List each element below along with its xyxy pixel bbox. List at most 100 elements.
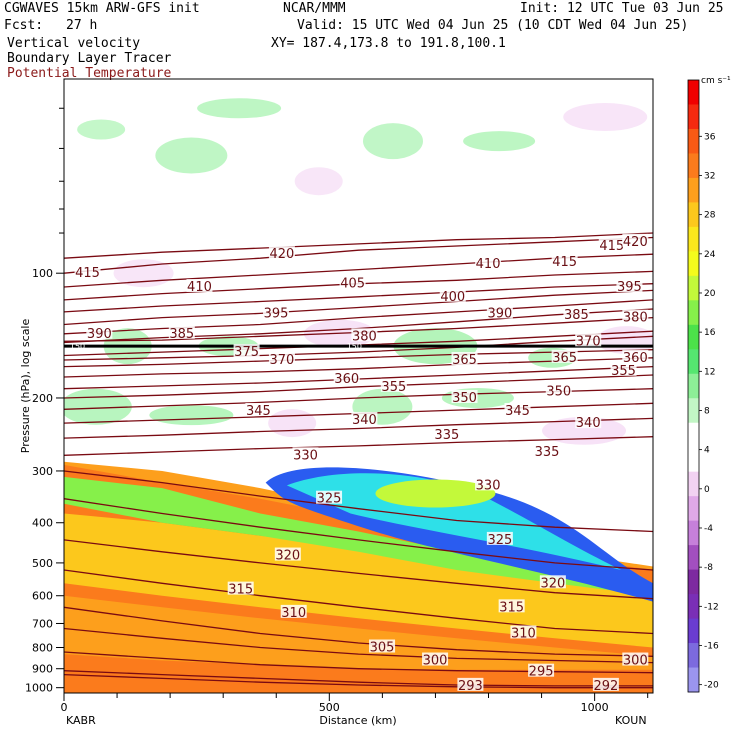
endpoint-right: KOUN [615, 714, 647, 727]
colorbar-swatch [688, 471, 699, 497]
theta-label: 375 [234, 345, 259, 360]
theta-label-bg [369, 639, 396, 653]
theta-label-bg [74, 265, 101, 279]
y-tick-label: 600 [32, 590, 53, 603]
colorbar-tick-label: 16 [704, 328, 716, 338]
theta-label: 320 [275, 549, 300, 564]
tracer-fill-low [64, 654, 653, 693]
y-tick-label: 900 [32, 663, 53, 676]
endpoint-left: KABR [66, 714, 96, 727]
y-tick-label: 1000 [25, 682, 53, 695]
theta-label: 315 [499, 600, 524, 615]
theta-label: 415 [552, 255, 577, 270]
field-vertical-velocity: Vertical velocity [7, 36, 141, 51]
theta-label-bg [475, 255, 502, 269]
theta-contour-395 [64, 289, 653, 326]
theta-label-bg [233, 344, 260, 358]
colorbar-tick-label: -12 [704, 602, 719, 612]
colorbar-swatch [688, 300, 699, 326]
theta-label-bg [598, 238, 625, 252]
theta-contour-325 [64, 470, 653, 533]
theta-label: 295 [529, 665, 554, 680]
theta-label-bg [268, 246, 295, 260]
theta-label: 380 [623, 311, 648, 326]
colorbar-tick-label: 36 [704, 132, 716, 142]
x-tick-label: 0 [61, 701, 68, 714]
theta-label: 330 [293, 448, 318, 463]
theta-label: 385 [564, 308, 589, 323]
field-boundary-layer-tracer: Boundary Layer Tracer [7, 51, 172, 66]
theta-label-bg [533, 443, 560, 457]
y-tick-label: 100 [32, 267, 53, 280]
theta-label: 410 [187, 280, 212, 295]
theta-label-bg [475, 477, 502, 491]
colorbar-swatch [688, 520, 699, 546]
theta-label-bg [333, 371, 360, 385]
downdraft-cell [268, 409, 317, 438]
source-label: NCAR/MMM [283, 1, 346, 16]
colorbar-swatch [688, 153, 699, 179]
theta-label: 330 [476, 478, 501, 493]
colorbar-tick-label: 0 [704, 485, 710, 495]
colorbar-tick-label: 20 [704, 289, 716, 299]
theta-contour-315 [64, 539, 653, 600]
colorbar-swatch [688, 177, 699, 203]
y-tick-label: 400 [32, 517, 53, 530]
theta-contour-305 [64, 606, 653, 657]
downdraft-cell [563, 103, 648, 132]
theta-label: 390 [87, 327, 112, 342]
init-time: Init: 12 UTC Tue 03 Jun 25 [520, 1, 724, 16]
theta-label: 350 [452, 391, 477, 406]
theta-contour-370 [64, 335, 653, 361]
colorbar-frame [687, 79, 700, 693]
colorbar-swatch [688, 545, 699, 571]
theta-label-bg [168, 325, 195, 339]
y-tick-label: 300 [32, 465, 53, 478]
theta-label: 310 [511, 626, 536, 641]
y-tick-label: 500 [32, 557, 53, 570]
theta-label: 340 [352, 413, 377, 428]
theta-contour-400 [64, 283, 653, 313]
colorbar: cm s⁻¹ 36 32 28 24 20 16 12 8 4 0 -4 -8 -12 -16 -20 [687, 76, 731, 693]
forecast-label: Fcst: [4, 18, 44, 33]
colorbar-tick-label: -4 [704, 524, 713, 534]
colorbar-swatch [688, 275, 699, 301]
theta-label-bg [439, 288, 466, 302]
theta-label: 365 [552, 351, 577, 366]
theta-label: 420 [270, 247, 295, 262]
theta-label-bg [622, 233, 649, 247]
theta-label-bg [263, 305, 290, 319]
theta-label-bg [422, 652, 449, 666]
colorbar-swatch [688, 373, 699, 399]
theta-label: 345 [505, 404, 530, 419]
theta-label-bg [86, 325, 113, 339]
y-tick-label: 800 [32, 642, 53, 655]
updraft-cell [155, 137, 228, 174]
colorbar-tick-label: -8 [704, 563, 713, 573]
reference-level-label-mid: 150 [347, 342, 362, 351]
theta-label-bg [245, 402, 272, 416]
theta-label: 335 [434, 428, 459, 443]
y-tick-label: 200 [32, 392, 53, 405]
theta-label-bg [186, 279, 213, 293]
colorbar-swatch [688, 128, 699, 154]
theta-contour-292 [64, 673, 653, 689]
axes: 100 200 300 400 500 600 700 800 900 1000 0 500 1000 [25, 107, 649, 714]
theta-contour-350 [64, 374, 653, 399]
theta-label-bg [575, 415, 602, 429]
colorbar-tick-label: 4 [704, 446, 710, 456]
theta-label-bg [451, 389, 478, 403]
colorbar-swatch [688, 643, 699, 669]
theta-label: 300 [623, 654, 648, 669]
colorbar-swatch [688, 324, 699, 350]
theta-label-bg [280, 604, 307, 618]
theta-contour-390 [64, 299, 653, 335]
updraft-cell [463, 131, 536, 152]
theta-label: 380 [352, 329, 377, 344]
updraft-cell [362, 123, 423, 160]
colorbar-tick-label: 12 [704, 367, 715, 377]
tracer-fill-green [64, 476, 653, 596]
theta-label: 370 [270, 353, 295, 368]
theta-contour-320 [64, 498, 653, 571]
theta-label-bg [274, 547, 301, 561]
